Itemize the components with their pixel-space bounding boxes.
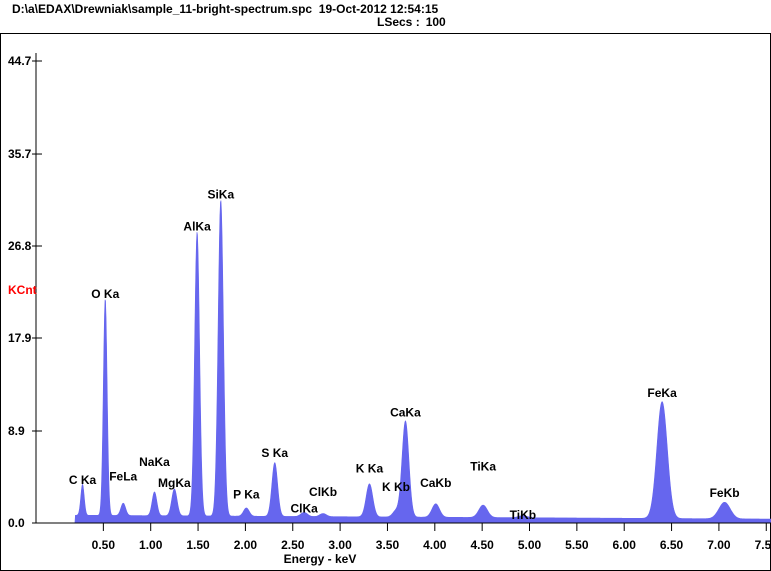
x-tick-label: 3.50 — [376, 538, 400, 552]
peak-label: CaKb — [420, 476, 451, 490]
x-tick-label: 1.00 — [139, 538, 163, 552]
axis-layer: 0.0 8.9 17.9 26.8 35.7 44.7 KCnt 0.50 1.00 1.50 2.… — [8, 53, 771, 566]
spectrum-area — [56, 200, 771, 524]
peak-label: NaKa — [139, 455, 170, 469]
x-tick-label: 0.50 — [92, 538, 116, 552]
peak-label: ClKa — [290, 502, 318, 516]
y-axis-label: KCnt — [8, 283, 37, 297]
peak-label: K Kb — [382, 480, 410, 494]
x-tick-label: 4.50 — [470, 538, 494, 552]
y-tick-label: 26.8 — [8, 239, 32, 253]
x-axis-label: Energy - keV — [284, 552, 357, 566]
peak-label: S Ka — [261, 446, 288, 460]
peak-label: O Ka — [91, 287, 119, 301]
peak-label: TiKa — [470, 459, 496, 473]
x-tick-label: 7.00 — [707, 538, 731, 552]
y-tick-label: 35.7 — [8, 147, 32, 161]
peak-label: TiKb — [510, 508, 536, 522]
spectrum-layer — [56, 200, 771, 524]
x-tick-label: 3.00 — [328, 538, 352, 552]
lsecs-value: 100 — [425, 15, 446, 29]
y-tick-label: 8.9 — [8, 424, 25, 438]
x-tick-label: 6.00 — [613, 538, 637, 552]
x-tick-label: 5.00 — [518, 538, 542, 552]
peak-label: MgKa — [158, 476, 191, 490]
x-tick-label: 5.50 — [565, 538, 589, 552]
acquisition-datetime: 19-Oct-2012 12:54:15 — [318, 2, 439, 16]
peak-label: C Ka — [69, 473, 97, 487]
peak-label: FeKa — [647, 386, 677, 400]
peak-label: K Ka — [356, 461, 384, 475]
peak-label: FeKb — [710, 486, 740, 500]
peak-label: FeLa — [109, 470, 137, 484]
peak-label: P Ka — [233, 487, 260, 501]
x-tick-label: 2.00 — [234, 538, 258, 552]
lsecs-label: LSecs : — [377, 15, 420, 29]
peak-label: SiKa — [207, 188, 234, 202]
y-tick-label: 44.7 — [8, 54, 32, 68]
peak-label: AlKa — [183, 220, 211, 234]
peak-label: CaKa — [390, 406, 421, 420]
x-tick-label: 2.50 — [281, 538, 305, 552]
file-path: D:\a\EDAX\Drewniak\sample_11-bright-spec… — [12, 2, 313, 16]
peak-label: ClKb — [309, 485, 337, 499]
x-tick-label: 7.50 — [755, 538, 771, 552]
live-seconds: LSecs : 100 — [377, 15, 446, 29]
y-tick-label: 0.0 — [8, 516, 25, 530]
file-title: D:\a\EDAX\Drewniak\sample_11-bright-spec… — [12, 2, 438, 16]
x-tick-label: 6.50 — [660, 538, 684, 552]
x-tick-label: 1.50 — [186, 538, 210, 552]
y-tick-label: 17.9 — [8, 331, 32, 345]
x-tick-label: 4.00 — [423, 538, 447, 552]
